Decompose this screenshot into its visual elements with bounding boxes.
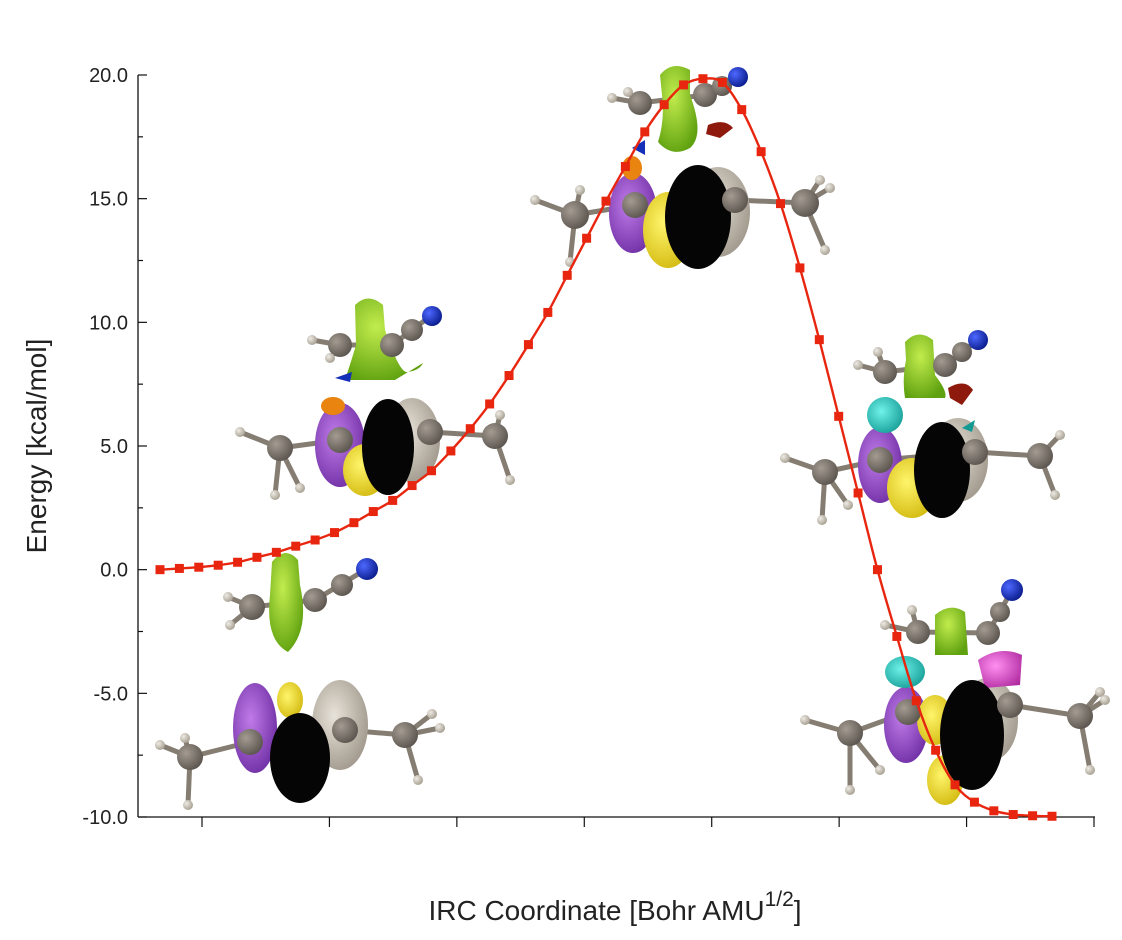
- y-tick-label: -5.0: [94, 683, 128, 705]
- data-point: [446, 446, 456, 456]
- data-point: [213, 560, 223, 570]
- data-point: [1028, 811, 1038, 821]
- x-axis-title-main: IRC Coordinate [Bohr AMU: [428, 895, 764, 926]
- data-point: [174, 563, 184, 573]
- molecular-orbital-rendering-transition-state: [530, 66, 835, 269]
- x-axis-title-close: ]: [794, 895, 802, 926]
- data-point: [950, 780, 960, 790]
- data-point: [523, 340, 533, 350]
- molecular-orbital-rendering-product: [800, 579, 1110, 805]
- data-point: [834, 411, 844, 421]
- data-point: [989, 806, 999, 816]
- data-point: [407, 481, 417, 491]
- data-point: [1047, 811, 1057, 821]
- data-point: [562, 270, 572, 280]
- data-point: [679, 80, 689, 90]
- data-point: [194, 562, 204, 572]
- data-point: [543, 307, 553, 317]
- data-point: [640, 127, 650, 137]
- x-axis-ticks: [201, 817, 1095, 827]
- molecular-orbital-rendering-reactant: [155, 552, 445, 810]
- molecular-orbital-rendering-early: [235, 298, 515, 500]
- y-tick-label: 10.0: [89, 312, 128, 334]
- data-point: [969, 797, 979, 807]
- data-point: [776, 199, 786, 209]
- data-point: [911, 696, 921, 706]
- data-point: [892, 631, 902, 641]
- data-point: [601, 196, 611, 206]
- data-point: [737, 105, 747, 115]
- data-point: [659, 100, 669, 110]
- data-point: [426, 466, 436, 476]
- y-tick-label: 15.0: [89, 189, 128, 211]
- data-point: [853, 488, 863, 498]
- y-tick-label: 0.0: [100, 560, 128, 582]
- data-point: [756, 147, 766, 157]
- molecular-orbital-rendering-late: [780, 330, 1065, 525]
- data-point: [620, 162, 630, 172]
- data-point: [582, 233, 592, 243]
- data-point: [795, 263, 805, 273]
- data-point: [271, 547, 281, 557]
- data-point: [872, 565, 882, 575]
- data-point: [155, 565, 165, 575]
- data-point: [310, 535, 320, 545]
- y-axis-ticks: 20.0 15.0 10.0 5.0 0.0 -5.0 -10.0: [82, 65, 147, 829]
- y-axis-title: Energy [kcal/mol]: [21, 339, 52, 554]
- x-axis-title: IRC Coordinate [Bohr AMU1/2]: [428, 888, 801, 926]
- data-point: [698, 74, 708, 84]
- y-tick-label: -10.0: [82, 807, 128, 829]
- data-point: [349, 518, 359, 528]
- data-point: [504, 371, 514, 381]
- y-tick-label: 5.0: [100, 436, 128, 458]
- data-point: [1008, 810, 1018, 820]
- data-point: [717, 77, 727, 87]
- data-point: [485, 399, 495, 409]
- data-point: [814, 335, 824, 345]
- y-tick-label: 20.0: [89, 65, 128, 87]
- data-point: [368, 507, 378, 517]
- x-axis-title-sup: 1/2: [765, 888, 794, 911]
- data-point: [330, 528, 340, 538]
- data-point: [465, 424, 475, 434]
- data-point: [291, 541, 301, 551]
- data-point: [931, 745, 941, 755]
- data-point: [252, 552, 262, 562]
- data-point: [233, 557, 243, 567]
- data-point: [388, 495, 398, 505]
- energy-series: [155, 74, 1057, 821]
